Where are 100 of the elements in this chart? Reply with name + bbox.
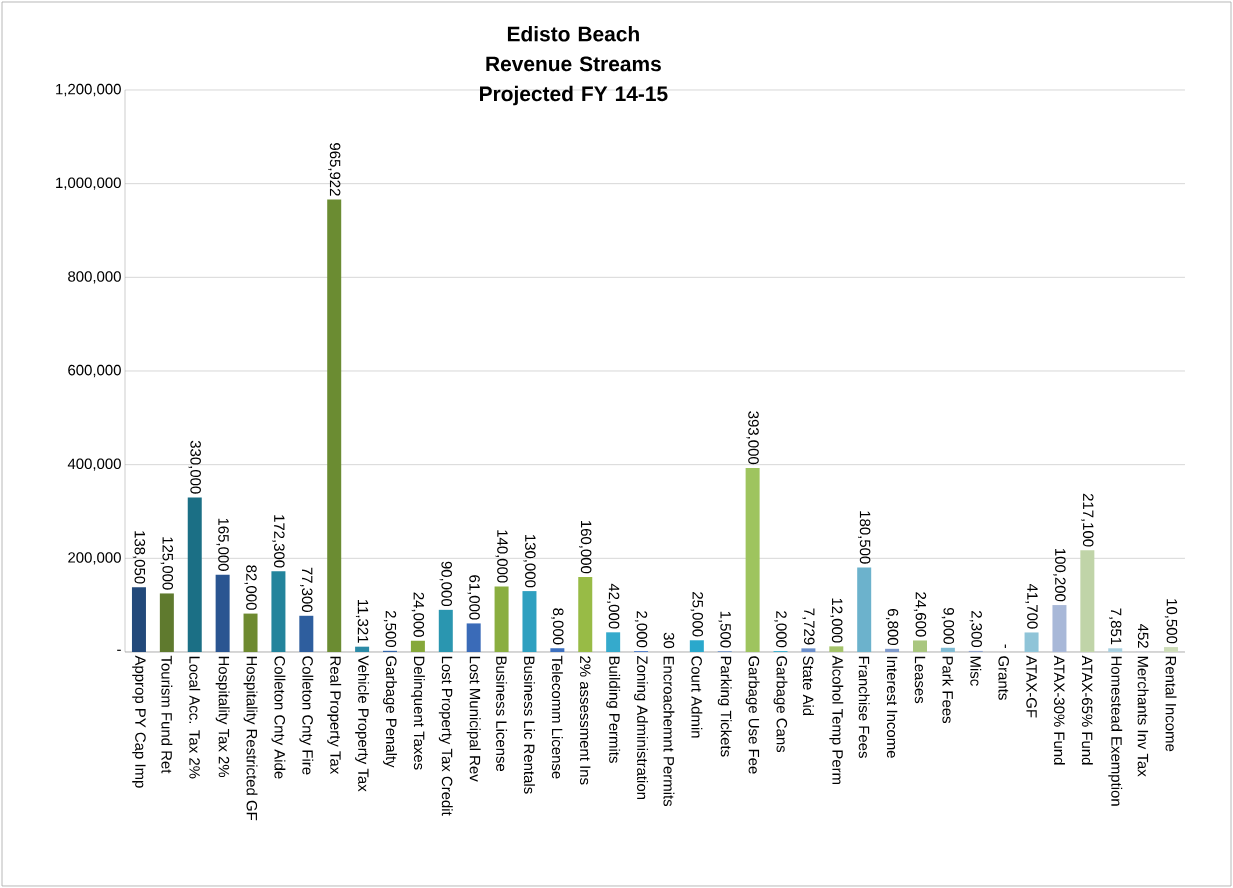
y-tick-label: 1,200,000 (56, 83, 121, 97)
y-tick-label: - (117, 649, 121, 651)
bar (1080, 550, 1095, 652)
data-label: 7,729 (802, 608, 815, 645)
bar (466, 623, 481, 652)
data-label: 452 (1137, 623, 1149, 648)
chart-title: Edisto Beach (507, 26, 639, 42)
x-tick-label: Colleton Cnty Fire (299, 656, 314, 775)
bar (327, 199, 342, 652)
bar (885, 648, 900, 652)
bar (940, 647, 955, 652)
x-tick-label: ATAX-65% Fund (1081, 655, 1093, 765)
data-label: 125,000 (160, 537, 174, 590)
data-label: 30 (663, 632, 675, 649)
bar (271, 571, 286, 652)
x-tick-label: Garbage Use Fee (745, 656, 760, 774)
bar (215, 574, 230, 652)
data-label: 180,500 (858, 511, 871, 564)
x-tick-label: Alcohol Temp Perm (829, 655, 844, 785)
bar (578, 577, 593, 652)
data-label: 1,500 (718, 611, 731, 648)
x-tick-label: Approp PY Cap Imp (132, 655, 146, 788)
x-tick-label: 2% assessment Ins (579, 656, 591, 785)
bar (355, 646, 370, 652)
data-label: 11,321 (355, 600, 369, 643)
data-label: 77,300 (300, 567, 313, 612)
bar (494, 586, 509, 652)
x-tick-label: Park Fees (942, 656, 954, 724)
data-label: 6,800 (885, 608, 899, 645)
bar (1052, 605, 1067, 652)
data-label: 24,000 (411, 592, 425, 637)
x-tick-label: Hospitality Restricted GF (243, 656, 258, 821)
bar (1108, 648, 1123, 652)
x-tick-label: Zoning Administration (634, 655, 649, 800)
x-tick-label: Franchise Fees (858, 656, 870, 758)
bar (550, 648, 565, 652)
data-label: 8,000 (551, 608, 564, 645)
x-tick-label: State Aid (802, 656, 814, 716)
x-tick-label: Business License (496, 656, 508, 772)
bar (912, 640, 927, 652)
bar (689, 640, 704, 652)
data-label: 42,000 (606, 583, 620, 629)
bar (1024, 632, 1039, 652)
x-tick-label: Grants (998, 656, 1009, 700)
x-tick-label: Leases (914, 656, 926, 704)
x-tick-label: Interest Income (886, 656, 898, 758)
data-label: 2,000 (774, 611, 787, 648)
y-tick-label: 400,000 (67, 458, 121, 471)
data-label: 217,100 (1081, 493, 1094, 547)
x-tick-label: Lost Property Tax Credit (438, 656, 453, 816)
y-tick-label: 1,000,000 (56, 177, 121, 190)
bar (606, 632, 621, 652)
x-tick-label: Misc (970, 656, 982, 686)
x-tick-label: Lost Municipal Rev (466, 656, 481, 782)
x-tick-label: Merchants Inv Tax (1137, 656, 1149, 777)
x-tick-label: Rental Income (1165, 656, 1177, 752)
x-tick-label: Encroachemnt Permits (663, 656, 675, 807)
bar (131, 587, 146, 652)
x-tick-label: Parking Tickets (717, 656, 732, 757)
bar (745, 467, 760, 652)
data-label: 2,000 (634, 611, 648, 648)
x-tick-label: Telecomm License (551, 655, 563, 779)
x-tick-label: Garbage Penalty (383, 656, 397, 768)
data-label: 330,000 (188, 440, 201, 494)
x-tick-label: Tourism Fund Ret (161, 655, 173, 774)
data-label: 165,000 (216, 518, 229, 571)
bar (159, 593, 174, 652)
data-label: 24,600 (913, 592, 927, 637)
data-label: - (1004, 644, 1006, 649)
data-label: 41,700 (1025, 583, 1038, 629)
x-tick-label: Local Acc. Tax 2% (189, 656, 201, 779)
x-tick-label: Court Admin (691, 656, 703, 738)
x-tick-label: Vehicle Property Tax (355, 655, 370, 792)
data-label: 90,000 (439, 561, 452, 607)
data-label: 9,000 (941, 607, 955, 644)
x-tick-label: Real Property Tax (327, 656, 342, 775)
data-label: 2,300 (969, 611, 982, 648)
y-tick-label: 200,000 (68, 552, 121, 565)
data-label: 10,500 (1164, 599, 1178, 644)
x-tick-label: Homestead Exemption (1108, 656, 1123, 806)
data-label: 140,000 (495, 530, 508, 583)
data-label: 7,851 (1109, 608, 1122, 645)
data-label: 100,200 (1053, 548, 1066, 602)
data-label: 2,500 (383, 610, 397, 648)
data-label: 82,000 (244, 565, 257, 610)
x-tick-label: ATAX-GF (1026, 655, 1037, 718)
data-label: 172,300 (272, 515, 285, 568)
x-tick-label: Garbage Cans (773, 656, 788, 753)
data-label: 393,000 (746, 411, 759, 465)
y-tick-label: 800,000 (68, 271, 121, 284)
bar (522, 591, 537, 652)
x-tick-label: Business Lic Rentals (523, 656, 535, 794)
bar (410, 640, 425, 652)
data-label: 12,000 (830, 598, 843, 643)
x-tick-label: Hospitality Tax 2% (215, 656, 230, 778)
bar (829, 646, 844, 652)
x-tick-label: Building Permits (606, 656, 621, 763)
data-label: 160,000 (579, 520, 592, 574)
x-tick-label: ATAX-30% Fund (1053, 655, 1065, 765)
data-label: 25,000 (690, 592, 704, 637)
